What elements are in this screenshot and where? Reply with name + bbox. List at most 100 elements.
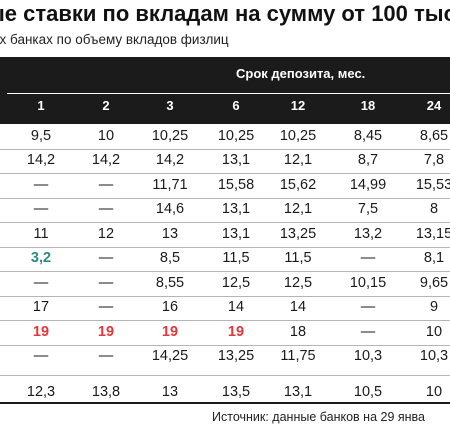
table-cell: 10 <box>97 127 115 144</box>
table-cell: 9 <box>429 299 439 316</box>
table-cell: — <box>33 176 49 193</box>
table-cell: — <box>360 299 376 316</box>
row-divider <box>0 173 450 174</box>
table-row: 11 12 13 13,1 13,25 13,2 13,15 <box>0 222 450 247</box>
table-cell: 10,5 <box>353 383 383 400</box>
row-divider <box>0 197 450 199</box>
table-row: 17 — 16 14 14 — 9 <box>0 296 450 321</box>
table-cell: 14,99 <box>349 176 387 193</box>
table-row: 19 19 19 19 18 — 10 <box>0 320 450 345</box>
table-cell: — <box>33 201 49 218</box>
table-cell: 9,65 <box>419 274 449 291</box>
table-cell: 13,1 <box>221 225 251 242</box>
table-cell: 15,62 <box>279 176 317 193</box>
table-row: 9,5 10 10,25 10,25 10,25 8,45 8,65 <box>0 124 450 149</box>
table-cell: 14 <box>289 299 307 316</box>
table-cell: — <box>98 299 114 316</box>
table-cell: 10 <box>425 383 443 400</box>
table-cell: 8,55 <box>155 274 185 291</box>
table-cell: 14 <box>227 299 245 316</box>
table-subtitle: их банках по объему вкладов физлиц <box>0 32 229 47</box>
table-cell: 15,58 <box>217 176 255 193</box>
table-cell: 11,5 <box>222 250 250 267</box>
table-cell: — <box>360 323 376 340</box>
table-row: 14,2 14,2 14,2 13,1 12,1 8,7 7,8 <box>0 149 450 174</box>
table-cell: 7,8 <box>423 152 445 169</box>
table-cell: — <box>33 348 49 365</box>
table-cell: 17 <box>32 299 50 316</box>
row-divider <box>0 222 450 223</box>
table-cell: 18 <box>289 323 307 340</box>
bottom-rule <box>0 402 450 404</box>
column-header: 2 <box>102 98 110 113</box>
table-cell: 13,1 <box>221 201 251 218</box>
table-row: 12,3 13,8 13 13,5 13,1 10,5 10 <box>0 375 450 409</box>
table-cell: 13,1 <box>283 383 313 400</box>
table-cell: 8 <box>429 201 439 218</box>
column-header: 1 <box>37 98 45 113</box>
row-divider <box>0 295 450 297</box>
table-cell: 13 <box>161 225 179 242</box>
table-cell: 19 <box>32 323 50 340</box>
table-cell: 16 <box>161 299 179 316</box>
table-cell: 11 <box>33 225 49 242</box>
table-cell: 11,71 <box>152 176 188 193</box>
table-cell: 10 <box>425 323 443 340</box>
source-note: Источник: данные банков на 29 янва <box>212 410 426 424</box>
table-cell: 10,15 <box>349 274 387 291</box>
column-header: 18 <box>360 98 376 113</box>
row-divider <box>0 271 450 272</box>
table-cell: 7,5 <box>357 201 379 218</box>
table-cell: 12,5 <box>283 274 313 291</box>
table-cell: — <box>98 250 114 267</box>
row-divider <box>0 246 450 248</box>
table-cell: 12,5 <box>221 274 251 291</box>
column-header: 24 <box>426 98 442 113</box>
table-cell: 8,65 <box>419 127 449 144</box>
table-cell: 10,3 <box>353 348 383 365</box>
row-divider <box>0 375 450 376</box>
table-cell: 14,2 <box>155 152 185 169</box>
table-cell: 14,2 <box>26 152 56 169</box>
column-header: 12 <box>290 98 306 113</box>
table-cell: 13,25 <box>217 348 255 365</box>
table-cell: — <box>360 250 376 267</box>
table-cell: 12,1 <box>283 201 313 218</box>
table-cell: 10,25 <box>279 127 317 144</box>
table-cell: 9,5 <box>30 127 52 144</box>
table-row: — — 11,71 15,58 15,62 14,99 15,53 <box>0 173 450 198</box>
row-divider <box>0 344 450 346</box>
table-cell: 12,3 <box>26 383 56 400</box>
table-cell: 13,2 <box>353 225 383 242</box>
table-row: — — 14,25 13,25 11,75 10,3 10,3 <box>0 345 450 370</box>
table-cell: 10,3 <box>419 348 449 365</box>
table-cell: 10,25 <box>217 127 255 144</box>
table-cell: 13,5 <box>221 383 251 400</box>
table-row: — — 8,55 12,5 12,5 10,15 9,65 <box>0 271 450 296</box>
table-cell: 13,15 <box>415 225 450 242</box>
table-cell: 15,53 <box>415 176 450 193</box>
table-cell: 8,5 <box>159 250 181 267</box>
table-cell: 19 <box>97 323 115 340</box>
table-cell: — <box>98 201 114 218</box>
table-row: 3,2 — 8,5 11,5 11,5 — 8,1 <box>0 247 450 272</box>
table-cell: 12,1 <box>283 152 313 169</box>
column-header: 6 <box>232 98 240 113</box>
table-cell: 12 <box>97 225 115 242</box>
table-cell: 8,7 <box>357 152 379 169</box>
row-divider <box>0 320 450 321</box>
table-cell: 13,25 <box>279 225 317 242</box>
term-group-label: Срок депозита, мес. <box>236 66 366 81</box>
table-cell: 14,2 <box>91 152 121 169</box>
table-cell: 19 <box>161 323 179 340</box>
row-divider <box>0 148 450 150</box>
table-title: ые ставки по вкладам на сумму от 100 тыс <box>0 1 450 26</box>
table-cell: — <box>33 274 49 291</box>
table-header <box>0 57 450 124</box>
table-cell: 14,25 <box>151 348 189 365</box>
table-cell: 3,2 <box>30 250 52 267</box>
table-cell: 10,25 <box>151 127 189 144</box>
table-cell: 11,75 <box>280 348 316 365</box>
header-divider <box>7 93 450 94</box>
table-cell: 13,8 <box>91 383 121 400</box>
